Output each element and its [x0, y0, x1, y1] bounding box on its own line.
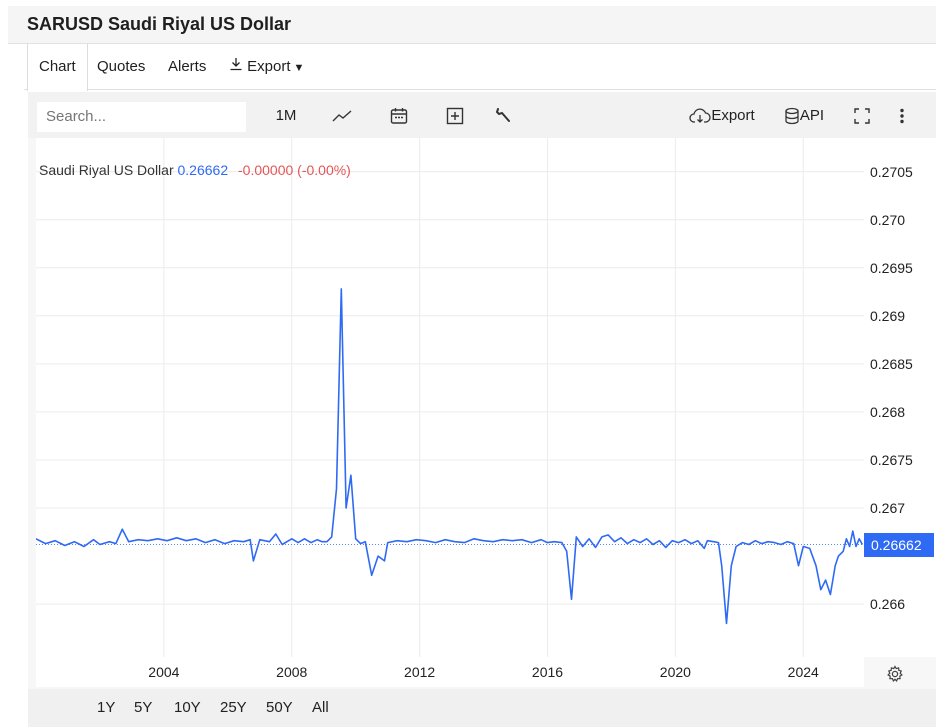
last-price-tag: 0.26662: [864, 532, 934, 557]
range-25y[interactable]: 25Y: [220, 699, 247, 716]
x-axis[interactable]: 2004 2008 2012 2016 2020 2024: [36, 657, 864, 687]
database-icon: [784, 107, 800, 125]
chart-toolbar: 1M Export API: [28, 92, 936, 138]
plot-area[interactable]: [36, 138, 864, 657]
plus-box-icon: [445, 107, 465, 125]
chart-type-button[interactable]: [328, 102, 356, 130]
tab-export[interactable]: Export ▼: [218, 44, 315, 90]
y-axis[interactable]: 0.2705 0.270 0.2695 0.269 0.2685 0.268 0.2675 0…: [864, 138, 936, 657]
range-50y[interactable]: 50Y: [266, 699, 293, 716]
tab-alerts[interactable]: Alerts: [157, 44, 217, 90]
legend-value: 0.26662: [177, 162, 229, 178]
api-button[interactable]: API: [778, 102, 830, 130]
gear-icon: [886, 665, 904, 687]
add-indicator-button[interactable]: [441, 102, 469, 130]
search-input[interactable]: [37, 102, 246, 132]
tab-chart-label: Chart: [39, 58, 76, 75]
price-chart[interactable]: [36, 138, 864, 657]
x-tick-label: 2024: [787, 664, 819, 680]
y-tick-label: 0.2685: [870, 355, 913, 372]
more-options-button[interactable]: [892, 102, 912, 130]
tab-alerts-label: Alerts: [168, 58, 207, 75]
y-tick-label: 0.268: [870, 403, 906, 420]
series-line: [36, 288, 864, 625]
x-tick-label: 2020: [659, 664, 691, 680]
x-tick-label: 2004: [148, 664, 180, 680]
chart-export-button[interactable]: Export: [682, 102, 762, 130]
tab-quotes-label: Quotes: [97, 58, 146, 75]
download-icon: [229, 58, 247, 75]
tab-bar: Chart Quotes Alerts Export ▼: [24, 44, 936, 91]
range-1y[interactable]: 1Y: [97, 699, 116, 716]
wrench-icon: [494, 107, 514, 124]
chart-settings-button[interactable]: [886, 665, 904, 688]
y-tick-label: 0.270: [870, 211, 906, 228]
range-5y[interactable]: 5Y: [134, 699, 153, 716]
tools-button[interactable]: [490, 102, 518, 130]
chart-legend: Saudi Riyal US Dollar 0.26662 -0.00000 (…: [39, 162, 351, 178]
chart-export-label: Export: [711, 107, 755, 124]
range-10y[interactable]: 10Y: [174, 699, 201, 716]
legend-series-name: Saudi Riyal US Dollar: [39, 162, 174, 178]
x-tick-label: 2012: [404, 664, 436, 680]
page-title: SARUSD Saudi Riyal US Dollar: [27, 14, 292, 34]
tab-export-label: Export: [247, 58, 291, 75]
chart-panel: 1M Export API Saudi Riyal US Dollar 0.2: [28, 92, 936, 727]
legend-change: -0.00000 (-0.00%): [238, 162, 351, 178]
y-tick-label: 0.267: [870, 500, 906, 517]
y-tick-label: 0.2705: [870, 163, 913, 180]
y-tick-label: 0.269: [870, 307, 906, 324]
caret-down-icon: ▼: [293, 62, 305, 74]
y-tick-label: 0.266: [870, 596, 906, 613]
line-chart-icon: [331, 107, 353, 124]
fullscreen-icon: [852, 107, 872, 124]
y-tick-label: 0.2695: [870, 259, 913, 276]
calendar-icon: [389, 107, 409, 124]
y-tick-label: 0.2675: [870, 451, 913, 468]
api-label: API: [799, 107, 825, 124]
vertical-dots-icon: [899, 107, 905, 124]
x-tick-label: 2016: [531, 664, 564, 680]
range-selector: 1Y 5Y 10Y 25Y 50Y All: [28, 689, 936, 727]
x-tick-label: 2008: [276, 664, 308, 680]
range-all[interactable]: All: [312, 699, 329, 716]
tab-chart[interactable]: Chart: [27, 44, 88, 91]
date-range-button[interactable]: [385, 102, 413, 130]
fullscreen-button[interactable]: [850, 102, 874, 130]
interval-button[interactable]: 1M: [275, 107, 297, 124]
cloud-download-icon: [689, 107, 711, 124]
tab-quotes[interactable]: Quotes: [86, 44, 156, 90]
title-bar: SARUSD Saudi Riyal US Dollar: [8, 6, 936, 44]
